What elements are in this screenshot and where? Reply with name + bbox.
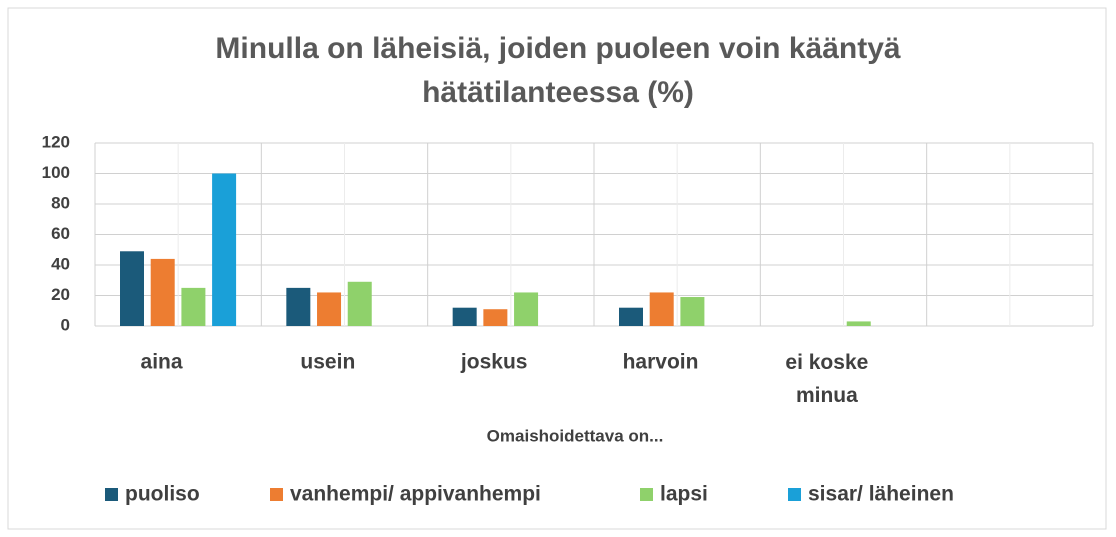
- bar: [212, 173, 237, 326]
- y-tick-label: 60: [51, 224, 70, 243]
- x-tick-label: aina: [141, 351, 183, 374]
- bar: [347, 281, 372, 326]
- bar: [514, 292, 539, 326]
- bar: [286, 287, 311, 326]
- chart-title: Minulla on läheisiä, joiden puoleen voin…: [215, 32, 900, 109]
- legend-swatch: [640, 488, 653, 501]
- bar: [181, 287, 206, 326]
- bar: [483, 309, 508, 326]
- legend-label: sisar/ läheinen: [808, 483, 954, 506]
- legend-swatch: [105, 488, 118, 501]
- legend-label: vanhempi/ appivanhempi: [290, 483, 541, 506]
- legend-label: lapsi: [660, 483, 708, 506]
- x-tick-label: harvoin: [623, 351, 699, 374]
- bar: [680, 297, 705, 326]
- bar: [619, 307, 643, 326]
- legend-swatch: [788, 488, 801, 501]
- bar: [120, 251, 144, 326]
- bar: [452, 307, 477, 326]
- bar: [150, 258, 175, 326]
- x-tick-label: joskus: [460, 351, 528, 374]
- bar: [317, 292, 342, 326]
- y-tick-label: 80: [51, 193, 70, 212]
- chart-frame: [7, 7, 1107, 530]
- y-tick-label: 40: [51, 254, 70, 273]
- y-tick-label: 100: [42, 163, 70, 182]
- bar: [649, 292, 674, 326]
- legend-label: puoliso: [125, 483, 200, 506]
- x-tick-label: ei koske minua: [785, 351, 868, 407]
- x-tick-label: usein: [300, 351, 355, 374]
- legend-swatch: [270, 488, 283, 501]
- y-tick-label: 0: [61, 315, 70, 334]
- y-tick-label: 20: [51, 285, 70, 304]
- x-axis-title: Omaishoidettava on...: [487, 426, 664, 445]
- y-tick-label: 120: [42, 132, 70, 151]
- bar: [846, 321, 871, 326]
